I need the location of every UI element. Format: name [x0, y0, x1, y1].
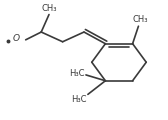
- Text: H₃C: H₃C: [71, 95, 87, 104]
- Text: H₃C: H₃C: [70, 69, 85, 78]
- Text: O: O: [13, 34, 20, 43]
- Text: CH₃: CH₃: [41, 4, 57, 13]
- Text: CH₃: CH₃: [133, 15, 148, 24]
